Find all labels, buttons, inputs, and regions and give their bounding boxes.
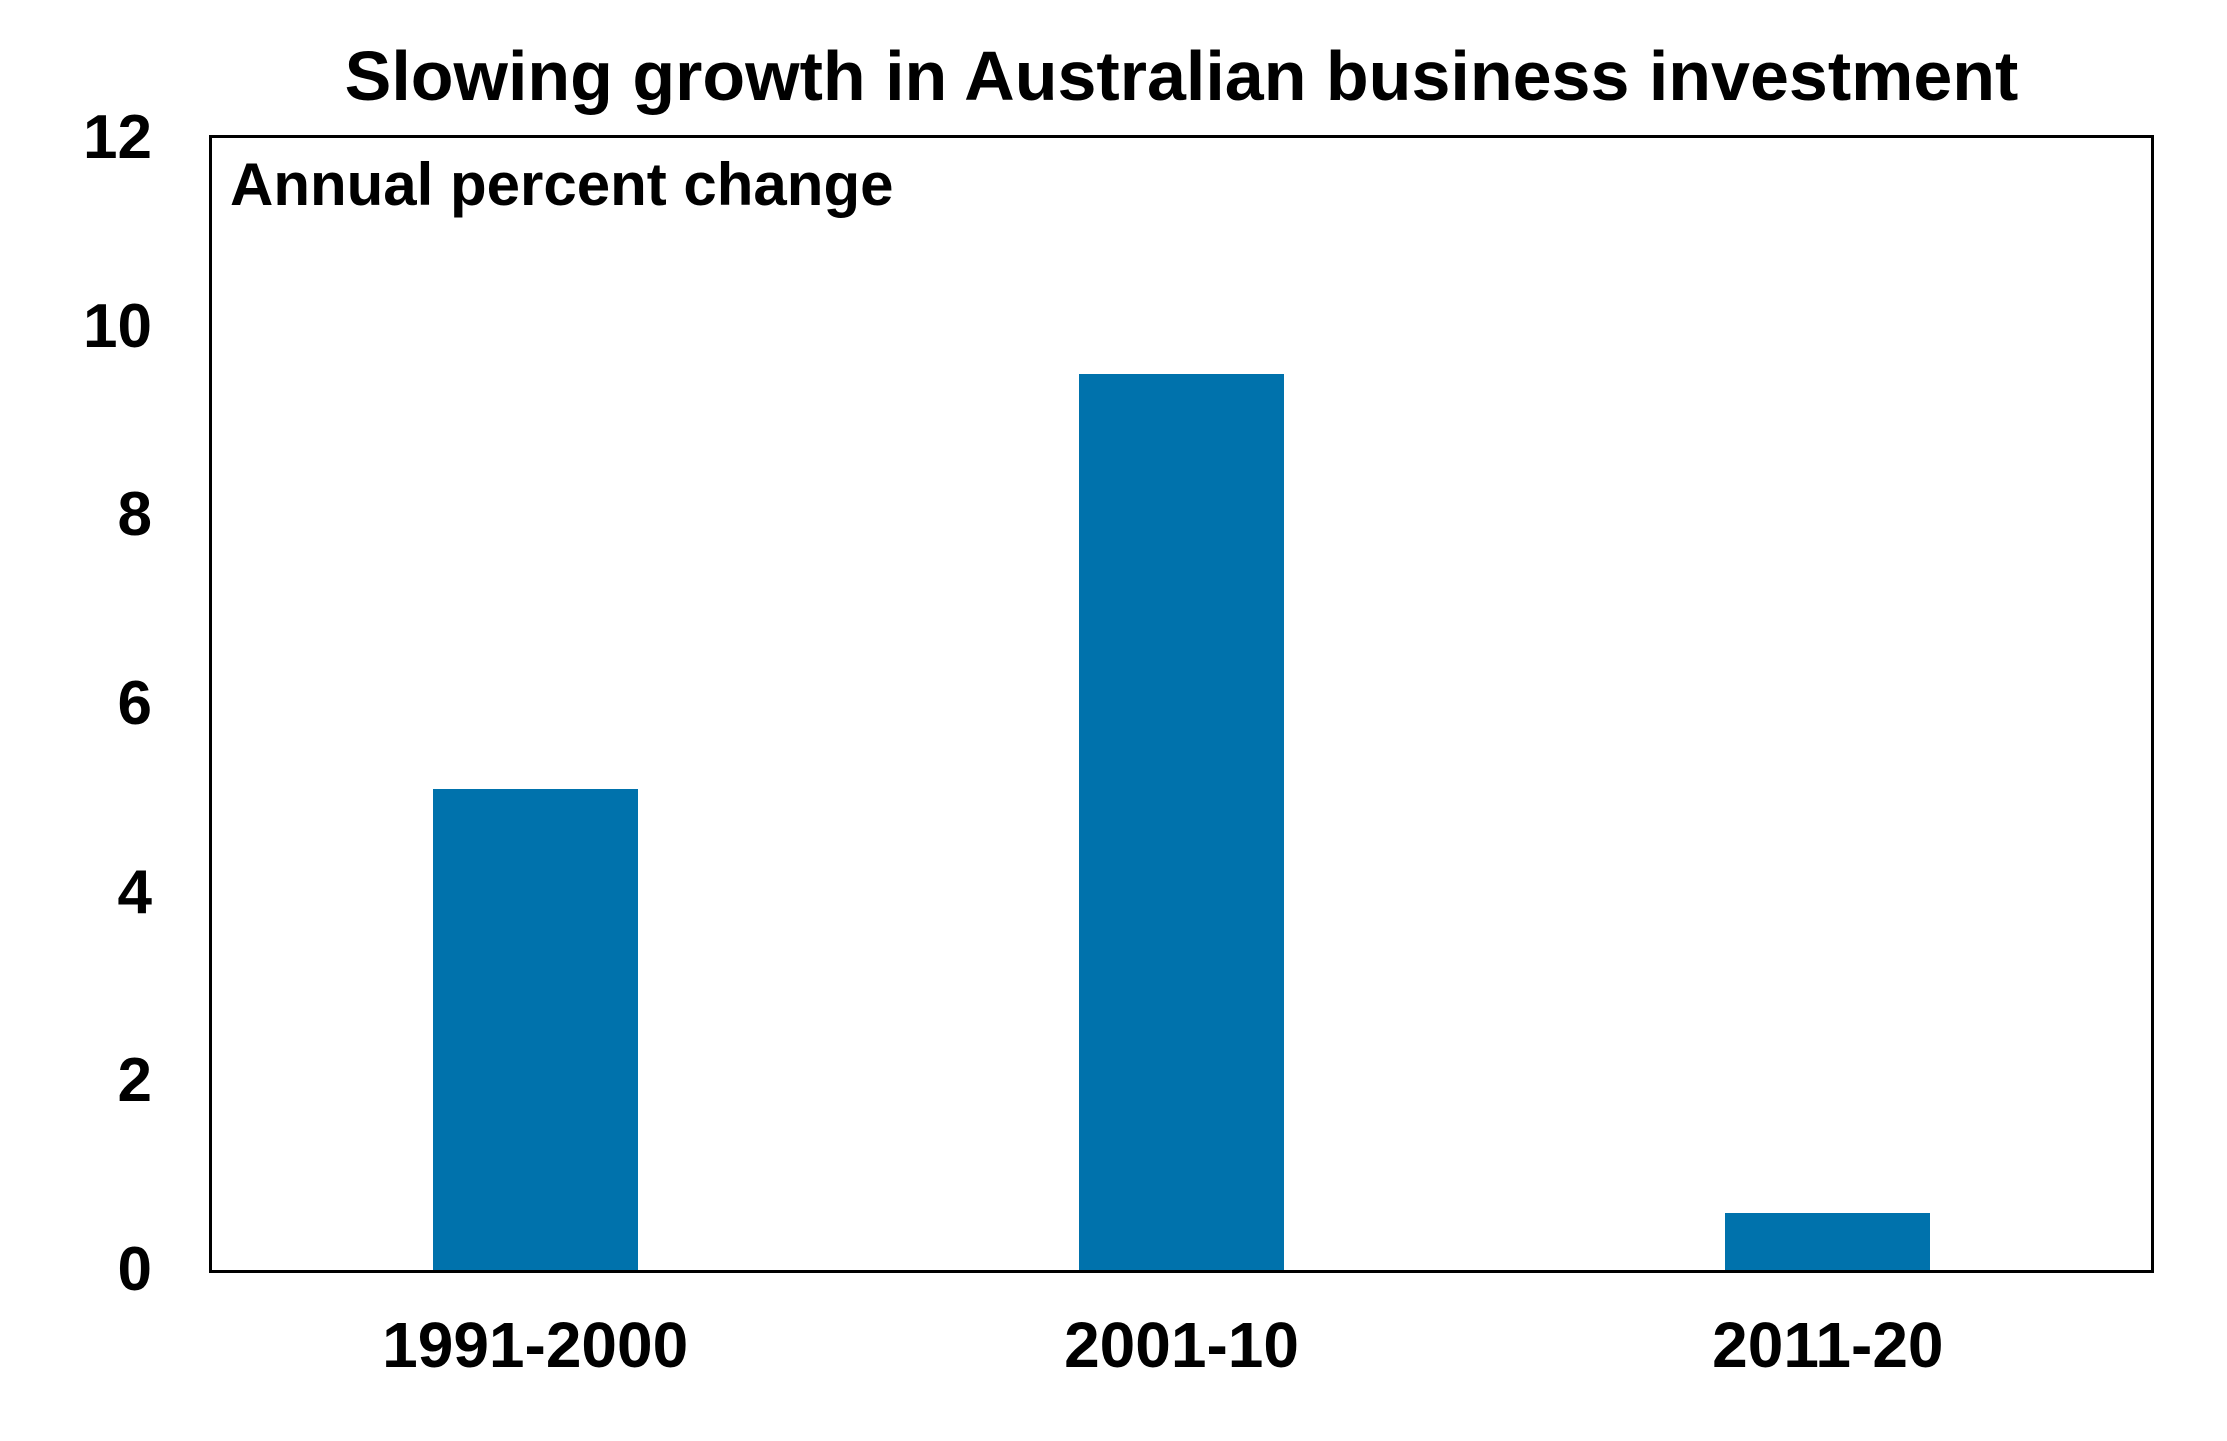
y-tick-label-2: 2 <box>117 1046 152 1116</box>
bar-1991-2000 <box>432 788 638 1270</box>
y-tick-label-0: 0 <box>117 1235 152 1304</box>
bar-2011-20 <box>1725 1213 1931 1270</box>
x-tick-label-1991-2000: 1991-2000 <box>382 1309 689 1381</box>
x-tick-label-2001-10: 2001-10 <box>1064 1309 1299 1381</box>
plot-area: Annual percent change <box>209 135 2154 1273</box>
y-tick-label-4: 4 <box>117 857 152 927</box>
y-tick-label-10: 10 <box>83 291 152 361</box>
chart-title: Slowing growth in Australian business in… <box>344 37 2019 115</box>
bar-2001-10 <box>1079 373 1284 1270</box>
y-axis-units-annotation: Annual percent change <box>230 151 894 218</box>
x-tick-label-2011-20: 2011-20 <box>1712 1309 1944 1381</box>
y-tick-label-12: 12 <box>83 103 152 172</box>
y-tick-label-6: 6 <box>117 669 152 738</box>
y-tick-label-8: 8 <box>117 480 152 550</box>
